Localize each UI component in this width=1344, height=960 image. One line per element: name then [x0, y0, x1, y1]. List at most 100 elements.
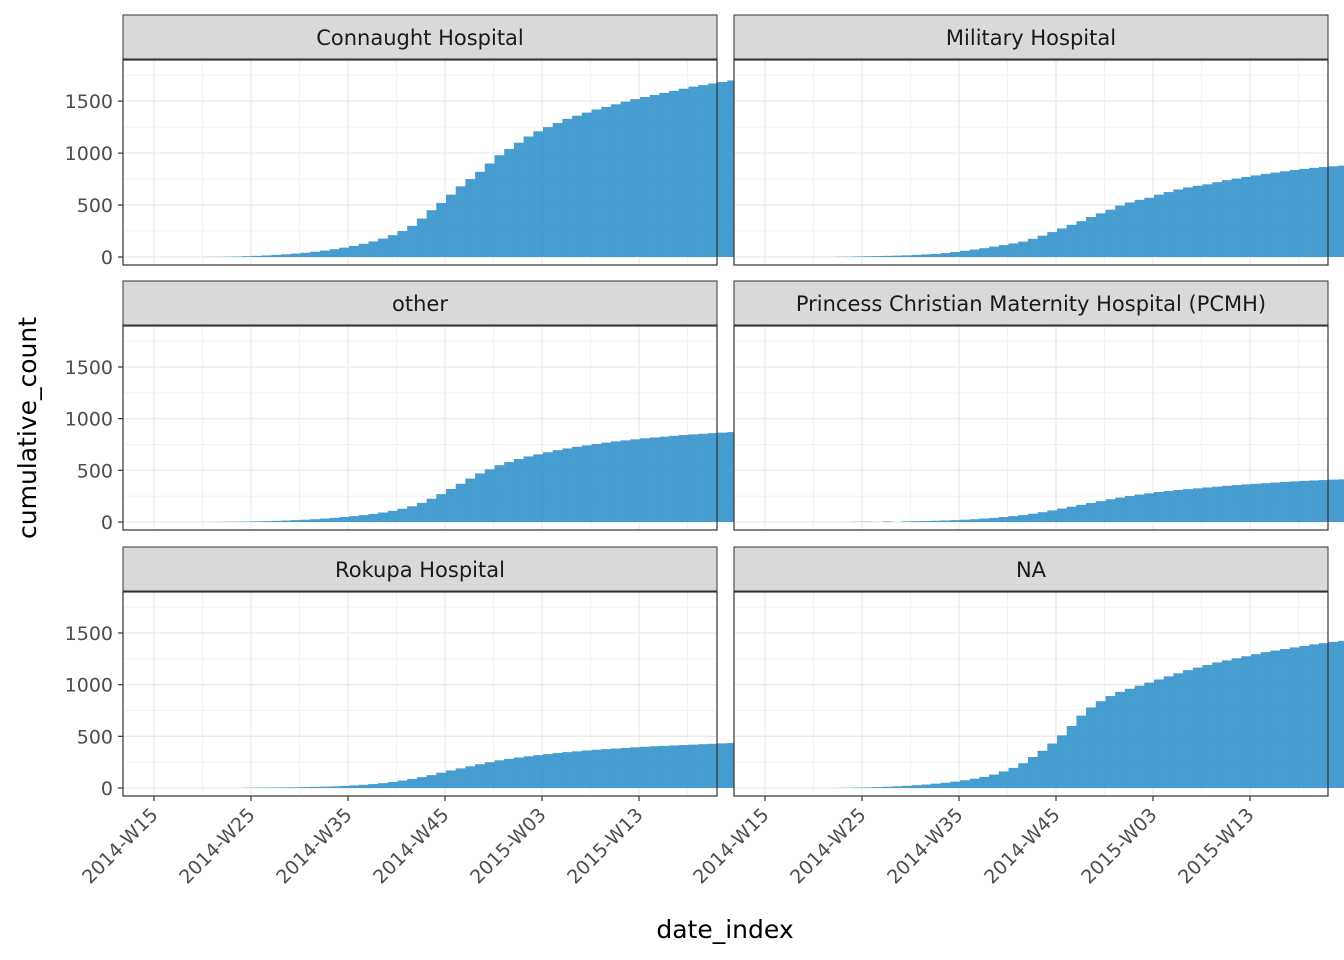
y-axis-title: cumulative_count [13, 317, 42, 539]
bar [1212, 662, 1223, 788]
bar [1076, 504, 1087, 522]
bar [387, 510, 398, 522]
bar [1105, 209, 1116, 257]
bar [349, 785, 359, 788]
bar [998, 771, 1009, 788]
bar [1338, 640, 1344, 788]
bar [640, 746, 650, 788]
bar [300, 252, 311, 257]
bar [1231, 178, 1242, 257]
bar [1134, 199, 1145, 257]
bar [1183, 187, 1193, 257]
bar [1173, 489, 1184, 522]
bar [1134, 494, 1145, 522]
bar [707, 83, 718, 257]
bar [1134, 685, 1145, 788]
x-tick-label: 2014-W35 [883, 804, 967, 888]
bar [533, 131, 544, 257]
bar [1241, 656, 1252, 788]
bar [688, 86, 699, 257]
bar [960, 780, 970, 788]
bar [465, 478, 476, 522]
bar [669, 90, 679, 258]
y-tick-label: 1000 [65, 675, 113, 697]
bar [523, 756, 534, 788]
bar [1154, 194, 1164, 257]
bar [533, 755, 544, 788]
bar [1221, 180, 1232, 257]
bar [1027, 757, 1038, 788]
bar [1212, 486, 1223, 522]
bar [863, 256, 873, 257]
bar [1027, 238, 1038, 257]
bar [543, 754, 553, 788]
bar [863, 787, 873, 788]
bar [640, 97, 650, 257]
bar [1299, 645, 1310, 788]
bar [261, 521, 272, 522]
bar [1328, 641, 1339, 788]
facet-title: Military Hospital [946, 26, 1116, 50]
bar [1095, 213, 1106, 257]
bar [1163, 491, 1174, 522]
bar [1202, 184, 1213, 257]
bar [979, 776, 990, 788]
bar [1318, 643, 1329, 788]
bar [669, 435, 679, 522]
bar [1280, 481, 1290, 522]
bar [882, 786, 893, 788]
bar [494, 155, 505, 257]
bar [562, 118, 573, 257]
bar [960, 519, 970, 522]
bar [901, 255, 912, 257]
y-tick-label: 500 [77, 195, 113, 217]
bar [727, 80, 738, 257]
bar [513, 458, 524, 522]
bar [475, 473, 485, 522]
x-tick-label: 2015-W13 [1174, 804, 1258, 888]
bar [698, 85, 709, 257]
facet-strip [122, 546, 718, 592]
bar [581, 445, 592, 522]
bar [1144, 493, 1155, 522]
bar [989, 517, 999, 522]
bar [242, 256, 253, 257]
bar [1192, 185, 1203, 257]
bar [533, 454, 544, 522]
bar [1047, 743, 1058, 788]
bar [1008, 516, 1019, 522]
bar [669, 745, 679, 788]
bar [698, 744, 709, 788]
y-tick-label: 500 [77, 460, 113, 482]
bar [1231, 485, 1242, 522]
facet-strip [733, 546, 1329, 592]
bar [494, 760, 505, 788]
bar [911, 785, 922, 788]
bar [882, 521, 893, 522]
bar [989, 774, 999, 788]
bar [1251, 175, 1261, 257]
bar [1105, 696, 1116, 788]
bar [252, 255, 262, 257]
bar [1008, 767, 1019, 788]
bar [319, 786, 330, 788]
bar [591, 749, 602, 788]
bar [416, 218, 427, 257]
bar [368, 241, 379, 257]
bar [1338, 165, 1344, 257]
bar [1124, 688, 1135, 788]
bar [319, 518, 330, 522]
bar [1183, 670, 1193, 788]
bar [562, 448, 573, 522]
bar [717, 432, 728, 522]
facet-strip [122, 14, 718, 60]
bar [1280, 171, 1290, 257]
x-tick-label: 2014-W35 [272, 804, 356, 888]
bar [1289, 481, 1300, 522]
bar [572, 446, 582, 522]
bar [1299, 480, 1310, 522]
x-axis-title: date_index [656, 915, 793, 944]
bar [1260, 173, 1271, 257]
bar [698, 433, 709, 522]
bar [1251, 654, 1261, 788]
